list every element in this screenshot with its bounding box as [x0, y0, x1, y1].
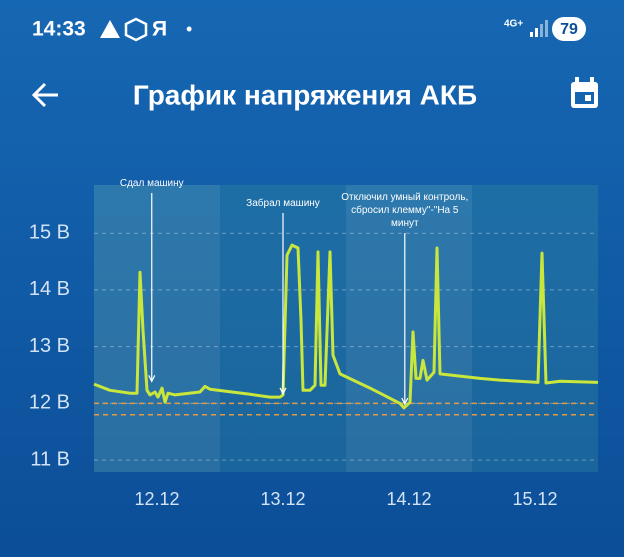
- annotation-line: Забрал машину: [246, 197, 320, 209]
- status-dot: •: [186, 19, 192, 39]
- annotation-line: сбросил клемму"-"На 5: [351, 204, 459, 216]
- battery-level: 79: [560, 21, 578, 38]
- annotation-line: Отключил умный контроль,: [341, 192, 468, 203]
- chart: 11 В 12 В 13 В 14 В 15 В 12.12 13.12 14.12 15.12…: [29, 178, 599, 509]
- x-tick-label: 12.12: [134, 489, 179, 509]
- annotation-arrowhead: [148, 375, 156, 383]
- annotation-text: Забрал машину: [246, 197, 320, 209]
- day-band: [346, 185, 472, 472]
- app-icon: [124, 17, 148, 42]
- x-tick-label: 14.12: [386, 489, 431, 509]
- plot-background: [94, 185, 598, 472]
- x-tick-label: 13.12: [260, 489, 305, 509]
- annotation-arrowhead: [401, 397, 409, 406]
- annotation-line: Сдал машину: [120, 178, 184, 189]
- network-type: 4G+: [504, 19, 523, 30]
- warning-icon: [100, 20, 120, 38]
- status-bar: 14:33 Я • 4G+ 79: [32, 17, 586, 42]
- annotation-arrowhead: [279, 387, 287, 396]
- calendar-button[interactable]: [571, 77, 598, 108]
- status-letter: Я: [152, 18, 167, 41]
- clock: 14:33: [32, 18, 86, 41]
- signal-icon: [530, 20, 548, 37]
- annotation-text: Отключил умный контроль, сбросил клемму"-…: [341, 192, 468, 229]
- voltage-line: [93, 243, 599, 410]
- annotation-line: минут: [391, 218, 419, 229]
- day-band: [94, 185, 220, 472]
- battery-icon: [552, 17, 586, 41]
- plot-area: [94, 185, 598, 472]
- y-tick-label: 11 В: [30, 448, 70, 470]
- back-button[interactable]: [31, 82, 58, 108]
- y-tick-label: 14 В: [29, 278, 70, 300]
- x-tick-label: 15.12: [512, 489, 557, 509]
- y-tick-label: 15 В: [29, 221, 70, 243]
- y-tick-label: 13 В: [29, 335, 70, 357]
- annotation-text: Сдал машину: [120, 178, 184, 189]
- page-title: График напряжения АКБ: [133, 79, 477, 110]
- y-tick-label: 12 В: [29, 392, 70, 414]
